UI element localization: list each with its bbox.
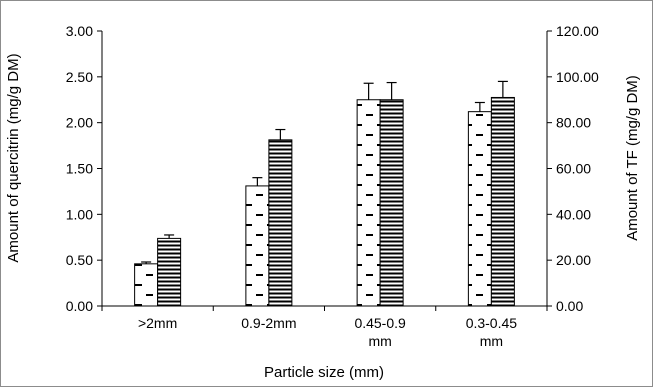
y-tick-label: 0.50 bbox=[66, 252, 93, 268]
y-tick-label: 2.00 bbox=[66, 115, 93, 131]
y2-tick-label: 0.00 bbox=[556, 298, 583, 314]
bar-series-2 bbox=[268, 139, 293, 307]
bar-series-1 bbox=[467, 111, 492, 307]
y2-tick-label: 20.00 bbox=[556, 252, 591, 268]
bar-series-1 bbox=[356, 99, 381, 307]
y-axis-right: 0.00 20.00 40.00 60.00 80.00 100.00 120.00 bbox=[546, 23, 599, 314]
y-tick-label: 3.00 bbox=[66, 23, 93, 39]
y2-axis-title: Amount of TF (mg/g DM) bbox=[624, 75, 641, 241]
y-axis-left: 0.00 0.50 1.00 1.50 2.00 2.50 3.00 bbox=[66, 23, 103, 314]
y-axis-title: Amount of quercitrin (mg/g DM) bbox=[5, 53, 22, 262]
y-tick-label: 0.00 bbox=[66, 298, 93, 314]
bar-series-2 bbox=[379, 99, 404, 307]
bar-series-1 bbox=[245, 185, 270, 307]
y2-tick-label: 120.00 bbox=[556, 23, 599, 39]
plot-area bbox=[134, 80, 515, 307]
x-tick-label: >2mm bbox=[138, 315, 177, 331]
y2-tick-label: 80.00 bbox=[556, 115, 591, 131]
y2-tick-label: 60.00 bbox=[556, 161, 591, 177]
y-tick-label: 2.50 bbox=[66, 69, 93, 85]
x-tick-label: 0.45-0.9 mm bbox=[354, 315, 406, 349]
bar-series-2 bbox=[490, 96, 515, 307]
x-axis-title: Particle size (mm) bbox=[264, 364, 384, 381]
bar-series-2 bbox=[157, 237, 182, 307]
y-tick-label: 1.00 bbox=[66, 206, 93, 222]
x-tick-label: 0.3-0.45 mm bbox=[466, 315, 518, 349]
x-axis: >2mm 0.9-2mm 0.45-0.9 mm 0.3-0.45 mm bbox=[101, 305, 548, 349]
y2-tick-label: 40.00 bbox=[556, 206, 591, 222]
bar-series-1 bbox=[134, 263, 159, 307]
y-tick-label: 1.50 bbox=[66, 161, 93, 177]
y2-tick-label: 100.00 bbox=[556, 69, 599, 85]
x-tick-label: 0.9-2mm bbox=[241, 315, 296, 331]
